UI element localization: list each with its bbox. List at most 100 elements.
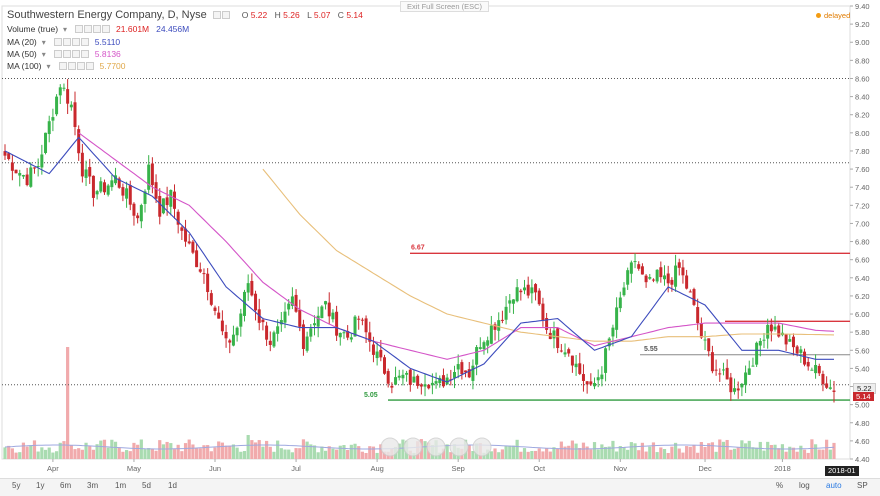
chevron-down-icon[interactable]: ▾: [41, 49, 46, 59]
exit-fullscreen-button[interactable]: Exit Full Screen (ESC): [400, 1, 490, 12]
candle-body: [21, 175, 25, 177]
candle-body: [559, 350, 563, 352]
ma100-buttons[interactable]: [58, 62, 94, 70]
candle-body: [670, 279, 674, 285]
y-tick-label: 5.00: [855, 401, 870, 410]
chevron-down-icon[interactable]: ▾: [63, 24, 68, 34]
volume-bar: [758, 441, 762, 459]
volume-bar: [338, 445, 342, 459]
volume-bar: [828, 449, 832, 459]
candle-body: [102, 182, 106, 193]
range-1d-button[interactable]: 1d: [168, 481, 177, 490]
ma100-value: 5.7700: [99, 61, 126, 71]
volume-bar: [692, 445, 696, 459]
drawing-tool-icon[interactable]: [380, 437, 400, 457]
candle-body: [213, 307, 217, 311]
volume-bar: [666, 452, 670, 459]
volume-bar: [150, 448, 154, 459]
volume-bar: [206, 445, 210, 459]
volume-bar: [91, 449, 96, 459]
candle-body: [412, 376, 416, 383]
volume-bar: [441, 448, 446, 459]
candle-body: [611, 327, 615, 337]
volume-bar: [198, 448, 202, 459]
candle-body: [405, 372, 409, 375]
range-6m-button[interactable]: 6m: [60, 481, 72, 490]
legend-ma20-row: MA (20) ▾ 5.5110: [7, 37, 120, 47]
volume-bar: [780, 444, 785, 459]
candle-body: [14, 169, 18, 174]
volume-buttons[interactable]: [75, 25, 111, 33]
candle-body: [438, 377, 442, 384]
volume-bar: [194, 448, 199, 459]
chevron-down-icon[interactable]: ▾: [46, 61, 51, 71]
ma20-buttons[interactable]: [53, 38, 89, 46]
volume-bar: [80, 449, 84, 459]
candle-body: [231, 334, 235, 346]
candle-body: [379, 349, 383, 358]
candle-body: [475, 347, 479, 365]
candle-body: [747, 368, 751, 375]
title-buttons[interactable]: [212, 11, 230, 19]
candle-body: [110, 180, 114, 188]
candle-body: [688, 291, 692, 293]
volume-bar: [239, 451, 243, 459]
volume-bar: [788, 446, 792, 459]
chevron-down-icon[interactable]: ▾: [41, 37, 46, 47]
volume-bar: [817, 449, 821, 459]
candle-body: [84, 169, 88, 178]
ma50-buttons[interactable]: [53, 50, 89, 58]
candle-body: [279, 319, 283, 325]
status-dot-icon: [816, 13, 821, 18]
drawing-tool-icon[interactable]: [426, 437, 446, 457]
candle-body: [198, 269, 202, 272]
drawing-tool-icon[interactable]: [403, 437, 423, 457]
volume-bar: [235, 447, 239, 459]
volume-bar: [323, 450, 328, 459]
auto-toggle[interactable]: auto: [826, 481, 842, 490]
percent-toggle[interactable]: %: [776, 481, 784, 490]
candle-body: [526, 284, 530, 296]
candle-body: [519, 290, 523, 293]
candle-body: [633, 261, 637, 263]
candle-body: [486, 340, 490, 346]
volume-bar: [32, 440, 37, 459]
drawing-tool-icon[interactable]: [449, 437, 469, 457]
range-3m-button[interactable]: 3m: [87, 481, 99, 490]
volume-bar: [110, 439, 114, 459]
candle-body: [324, 301, 328, 305]
candle-body: [640, 266, 644, 275]
legend-ma50-row: MA (50) ▾ 5.8136: [7, 49, 121, 59]
drawing-tool-icon[interactable]: [472, 437, 492, 457]
volume-bar: [132, 442, 136, 459]
range-5d-button[interactable]: 5d: [142, 481, 151, 490]
volume-bar: [681, 452, 685, 459]
range-5y-button[interactable]: 5y: [12, 481, 21, 490]
volume-bar: [559, 441, 563, 459]
candle-body: [740, 383, 744, 388]
volume-bar: [533, 450, 538, 459]
candle-body: [600, 374, 604, 380]
volume-bar: [88, 446, 92, 459]
volume-bar: [795, 451, 799, 459]
candle-body: [294, 294, 298, 312]
candle-body: [143, 191, 147, 204]
sp-toggle[interactable]: SP: [857, 481, 868, 490]
candle-body: [416, 375, 420, 386]
volume-bar: [54, 451, 59, 459]
candle-body: [353, 316, 357, 337]
candle-body: [261, 319, 265, 323]
log-toggle[interactable]: log: [799, 481, 810, 490]
range-1m-button[interactable]: 1m: [115, 481, 127, 490]
candle-body: [817, 365, 821, 374]
ma20-value: 5.5110: [94, 37, 121, 47]
candle-body: [58, 87, 62, 96]
volume-bar: [637, 450, 641, 459]
candle-body: [777, 325, 781, 337]
candle-body: [685, 275, 689, 289]
range-1y-button[interactable]: 1y: [36, 481, 45, 490]
candle-body: [464, 370, 468, 373]
volume-bar: [515, 439, 519, 459]
